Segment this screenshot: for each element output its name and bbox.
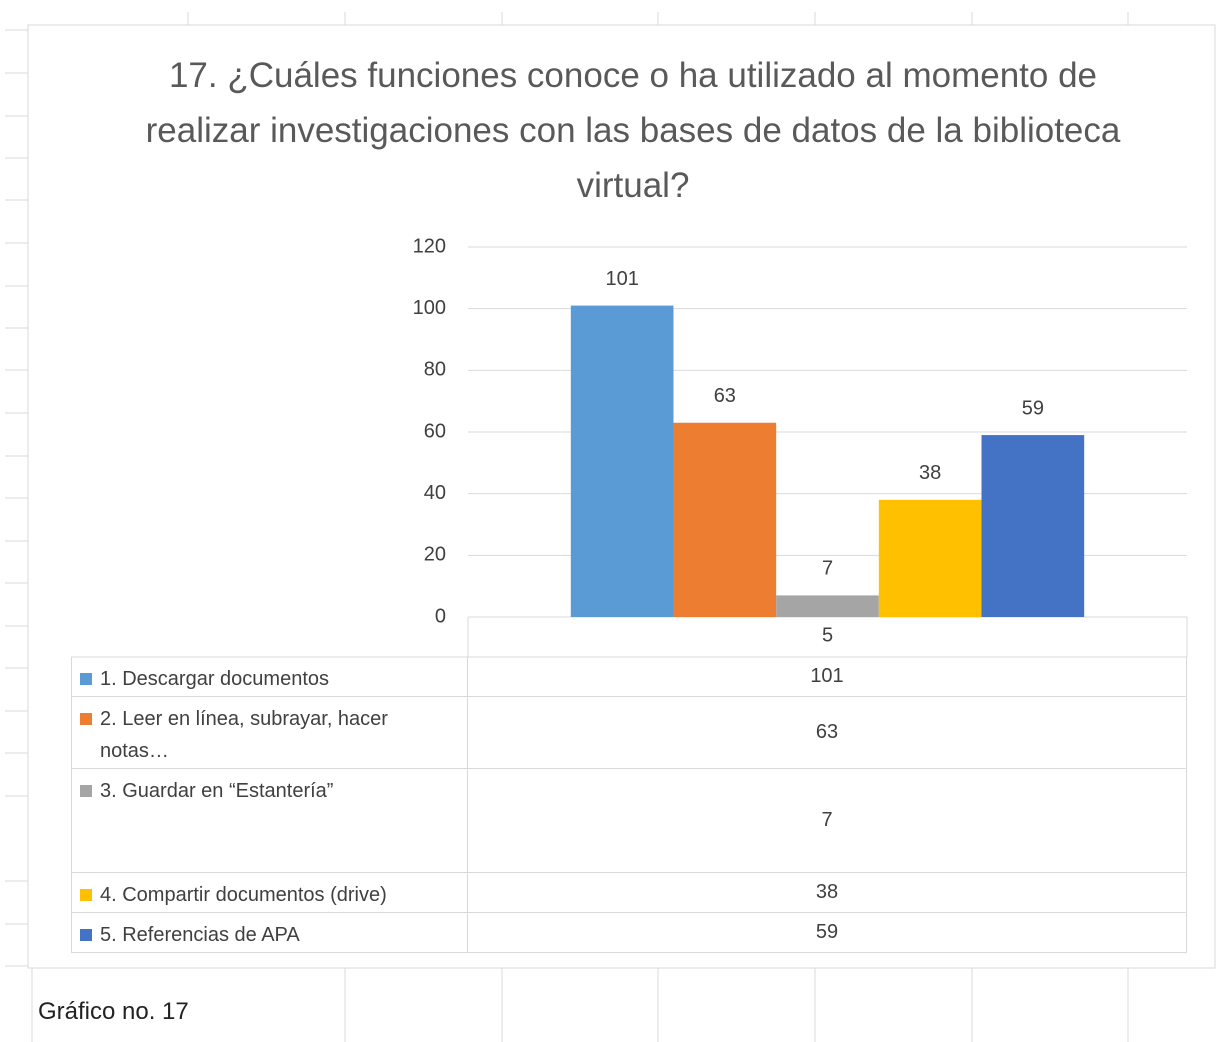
data-label: 38 bbox=[919, 462, 941, 484]
table-value: 7 bbox=[468, 769, 1187, 872]
y-tick-label: 0 bbox=[435, 605, 446, 627]
legend-cell: 5. Referencias de APA bbox=[71, 913, 468, 952]
legend-swatch bbox=[80, 673, 92, 685]
y-tick-label: 20 bbox=[424, 544, 446, 566]
table-row: 4. Compartir documentos (drive) 38 bbox=[71, 873, 1187, 913]
table-row: 5. Referencias de APA 59 bbox=[71, 913, 1187, 953]
legend-swatch bbox=[80, 785, 92, 797]
x-tick-label: 5 bbox=[822, 624, 833, 646]
legend-swatch bbox=[80, 929, 92, 941]
legend-swatch bbox=[80, 889, 92, 901]
legend-cell: 1. Descargar documentos bbox=[71, 657, 468, 696]
y-tick-label: 100 bbox=[413, 297, 446, 319]
data-label: 101 bbox=[605, 268, 638, 290]
legend-cell: 3. Guardar en “Estantería” bbox=[71, 769, 468, 872]
legend-label: 1. Descargar documentos bbox=[100, 668, 330, 690]
data-label: 7 bbox=[822, 558, 833, 580]
legend-cell: 2. Leer en línea, subrayar, hacer notas… bbox=[71, 697, 468, 768]
bar bbox=[878, 499, 982, 617]
bar bbox=[981, 435, 1085, 617]
sheet-grid bbox=[5, 12, 1129, 1042]
table-row: 2. Leer en línea, subrayar, hacer notas…… bbox=[71, 697, 1187, 769]
data-table: 1. Descargar documentos 101 2. Leer en lín… bbox=[71, 657, 1187, 953]
y-tick-label: 80 bbox=[424, 359, 446, 381]
caption: Gráfico no. 17 bbox=[38, 998, 189, 1025]
table-row: 3. Guardar en “Estantería” 7 bbox=[71, 769, 1187, 873]
legend-swatch bbox=[80, 713, 92, 725]
chart-title: 17. ¿Cuáles funciones conoce o ha utiliz… bbox=[145, 56, 1121, 205]
table-value: 59 bbox=[468, 913, 1187, 952]
y-tick-label: 60 bbox=[424, 420, 446, 442]
bar bbox=[673, 422, 777, 617]
legend-label: 2. Leer en línea, subrayar, hacer notas… bbox=[100, 708, 388, 762]
table-value: 38 bbox=[468, 873, 1187, 912]
legend-label: 5. Referencias de APA bbox=[100, 924, 300, 946]
table-value: 101 bbox=[468, 657, 1187, 696]
plot: 0 20 40 60 80 100 120 5 101 63 7 38 59 bbox=[71, 235, 1188, 658]
table-value: 63 bbox=[468, 697, 1187, 768]
y-tick-label: 120 bbox=[413, 235, 446, 257]
data-label: 63 bbox=[714, 385, 736, 407]
y-tick-label: 40 bbox=[424, 482, 446, 504]
bar bbox=[776, 595, 879, 617]
legend-cell: 4. Compartir documentos (drive) bbox=[71, 873, 468, 912]
table-row: 1. Descargar documentos 101 bbox=[71, 657, 1187, 697]
legend-label: 4. Compartir documentos (drive) bbox=[100, 884, 387, 906]
legend-label: 3. Guardar en “Estantería” bbox=[100, 780, 334, 802]
bar bbox=[570, 305, 674, 617]
data-label: 59 bbox=[1022, 397, 1044, 419]
